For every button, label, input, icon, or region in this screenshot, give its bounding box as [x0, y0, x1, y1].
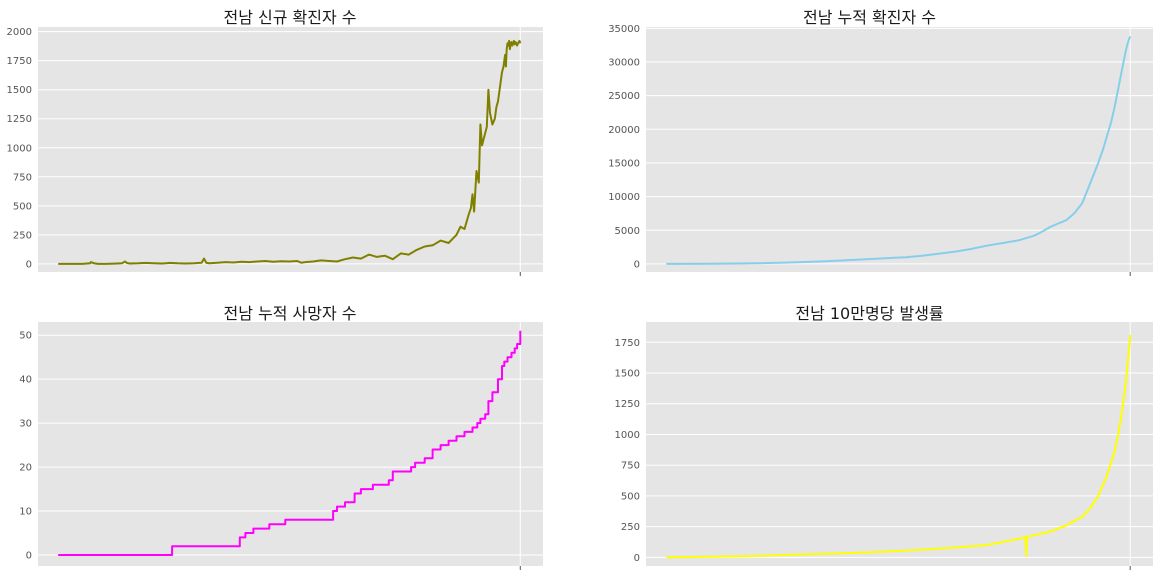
series-line: [666, 36, 1132, 265]
y-tick-label: 2000: [7, 27, 32, 38]
chart-panel-incidence-rate: 전남 10만명당 발생률 0 250 500 750 1000 1250 1500 1750: [580, 292, 1159, 579]
chart-svg: 0 250 500 750 1000 1250 1500 1750: [615, 322, 1153, 570]
y-tick-label: 1750: [7, 56, 32, 67]
y-tick-label: 500: [621, 491, 640, 502]
y-tick-label: 500: [13, 201, 32, 212]
series-line: [666, 334, 1132, 559]
series-line: [58, 39, 522, 265]
y-tick-label: 1250: [615, 399, 640, 410]
y-tick-label: 1000: [615, 430, 640, 441]
y-tick-label: 25000: [608, 91, 640, 102]
y-tick-label: 1500: [7, 85, 32, 96]
y-tick-label: 0: [634, 553, 640, 564]
plot-background: [646, 27, 1153, 272]
y-tick-label: 30000: [608, 58, 640, 69]
y-tick-label: 15000: [608, 158, 640, 169]
y-tick-label: 1000: [7, 143, 32, 154]
y-tick-label: 0: [26, 259, 32, 270]
chart-svg: 0 5000 10000 15000 20000 25000 30000 35000: [608, 24, 1153, 276]
chart-title: 전남 10만명당 발생률: [795, 304, 944, 323]
y-tick-label: 1250: [7, 114, 32, 125]
chart-panel-new-cases: 전남 신규 확진자 수 0 250 500 750 1000 1250 1500 1750 20…: [0, 0, 580, 290]
y-tick-label: 10000: [608, 192, 640, 203]
chart-panel-cumulative-deaths: 전남 누적 사망자 수 0 10 20 30 40 50: [0, 292, 580, 579]
y-tick-label: 250: [621, 522, 640, 533]
chart-title: 전남 누적 확진자 수: [802, 8, 937, 27]
chart-title: 전남 누적 사망자 수: [223, 304, 357, 323]
y-tick-label: 10: [19, 507, 32, 518]
y-tick-label: 750: [621, 461, 640, 472]
y-tick-label: 1750: [615, 338, 640, 349]
plot-background: [38, 322, 543, 566]
plot-background: [646, 322, 1153, 566]
y-tick-label: 20: [19, 463, 32, 474]
y-tick-label: 1500: [615, 369, 640, 380]
y-tick-label: 0: [634, 259, 640, 270]
y-tick-label: 20000: [608, 125, 640, 136]
chart-svg: 0 250 500 750 1000 1250 1500 1750 2000: [7, 27, 543, 276]
y-tick-label: 750: [13, 172, 32, 183]
y-tick-label: 35000: [608, 24, 640, 35]
y-tick-label: 30: [19, 419, 32, 430]
chart-title: 전남 신규 확진자 수: [223, 8, 357, 27]
y-tick-label: 250: [13, 230, 32, 241]
y-tick-label: 50: [19, 331, 32, 342]
y-tick-label: 40: [19, 375, 32, 386]
chart-panel-cumulative-cases: 전남 누적 확진자 수 0 5000 10000 15000 20000 25000 300…: [580, 0, 1159, 290]
chart-svg: 0 10 20 30 40 50: [19, 322, 543, 570]
y-tick-label: 0: [26, 551, 32, 562]
y-tick-label: 5000: [615, 226, 640, 237]
series-line: [58, 330, 522, 556]
